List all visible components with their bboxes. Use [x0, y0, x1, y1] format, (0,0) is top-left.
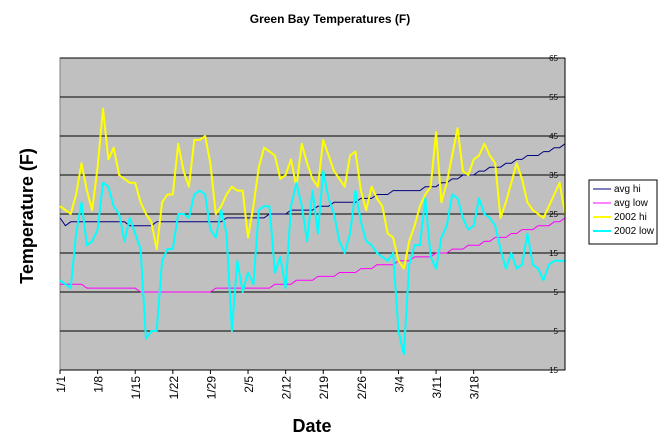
legend: avg hi avg low 2002 hi 2002 low [588, 179, 658, 245]
y-tick-label: 55 [549, 93, 558, 102]
x-tick-label: 2/26 [355, 376, 369, 400]
series-line-avg-low [60, 217, 566, 293]
x-tick-label: 1/15 [129, 376, 143, 400]
y-tick-label: 35 [549, 171, 558, 180]
y-axis-title: Temperature (F) [17, 148, 37, 284]
series-line-avg-hi [59, 143, 566, 227]
legend-box [588, 179, 658, 245]
x-tick-label: 3/11 [430, 376, 444, 399]
series-lines [59, 107, 566, 356]
x-tick-label: 2/5 [242, 376, 256, 393]
y-tick-label: 5 [554, 288, 559, 297]
y-tick-label: 45 [549, 132, 558, 141]
y-tick-label: 25 [549, 210, 558, 219]
series-line-2002-hi [59, 107, 566, 270]
legend-label: 2002 hi [614, 212, 647, 223]
x-axis-ticks: 1/1 1/8 1/15 1/22 1/29 2/5 2/12 2/19 2/26 3/4 3/11… [54, 370, 482, 399]
legend-label: 2002 low [614, 226, 655, 237]
y-tick-label: 65 [549, 54, 558, 63]
gridlines [60, 57, 565, 332]
x-axis-title: Date [292, 416, 331, 436]
y-tick-label: 15 [549, 249, 558, 258]
x-tick-label: 1/8 [92, 376, 106, 393]
x-tick-label: 1/29 [204, 376, 218, 400]
x-tick-label: 2/19 [317, 376, 331, 400]
chart-title: Green Bay Temperatures (F) [250, 12, 411, 26]
series-line-2002-low [59, 170, 565, 356]
legend-label: avg hi [614, 184, 641, 195]
y-tick-label: 5 [554, 327, 559, 336]
x-tick-label: 3/18 [468, 376, 482, 400]
legend-label: avg low [614, 198, 649, 209]
x-tick-label: 1/1 [54, 376, 68, 393]
x-tick-label: 3/4 [392, 376, 406, 393]
x-tick-label: 2/12 [280, 376, 294, 400]
x-tick-label: 1/22 [167, 376, 181, 400]
